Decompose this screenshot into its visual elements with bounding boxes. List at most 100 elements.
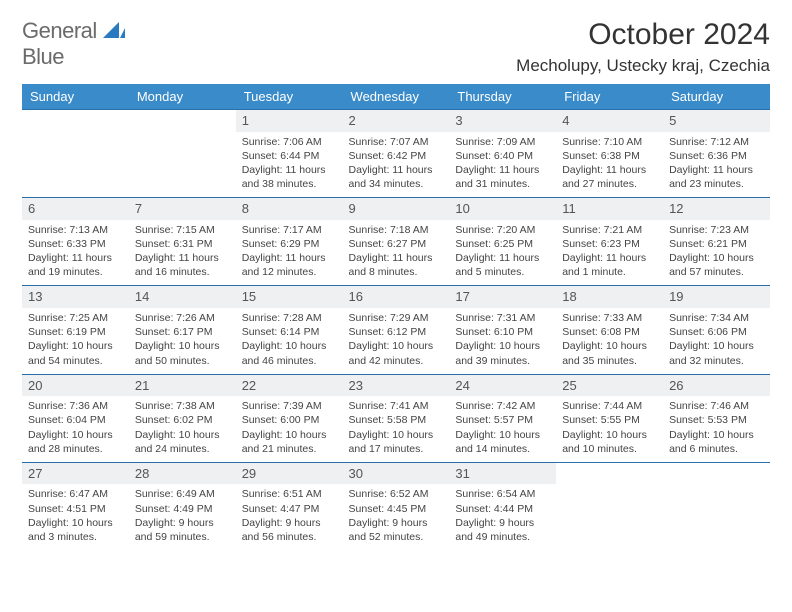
sunrise-text: Sunrise: 7:25 AM: [28, 311, 123, 325]
calendar-day-cell: 11Sunrise: 7:21 AMSunset: 6:23 PMDayligh…: [556, 198, 663, 286]
day-number: 16: [343, 286, 450, 308]
calendar-day-cell: 31Sunrise: 6:54 AMSunset: 4:44 PMDayligh…: [449, 462, 556, 550]
calendar-day-cell: 12Sunrise: 7:23 AMSunset: 6:21 PMDayligh…: [663, 198, 770, 286]
sunrise-text: Sunrise: 7:15 AM: [135, 223, 230, 237]
day-number: 8: [236, 198, 343, 220]
sunrise-text: Sunrise: 7:06 AM: [242, 135, 337, 149]
calendar-day-cell: 2Sunrise: 7:07 AMSunset: 6:42 PMDaylight…: [343, 110, 450, 198]
daylight-text: Daylight: 9 hours and 59 minutes.: [135, 516, 230, 544]
sunrise-text: Sunrise: 7:31 AM: [455, 311, 550, 325]
daylight-text: Daylight: 10 hours and 35 minutes.: [562, 339, 657, 367]
calendar-week-row: ..1Sunrise: 7:06 AMSunset: 6:44 PMDaylig…: [22, 110, 770, 198]
day-number: 20: [22, 375, 129, 397]
weekday-header: Monday: [129, 84, 236, 110]
calendar-day-cell: 26Sunrise: 7:46 AMSunset: 5:53 PMDayligh…: [663, 374, 770, 462]
weekday-header: Thursday: [449, 84, 556, 110]
sunrise-text: Sunrise: 6:49 AM: [135, 487, 230, 501]
day-number: 29: [236, 463, 343, 485]
sunrise-text: Sunrise: 7:46 AM: [669, 399, 764, 413]
weekday-header-row: Sunday Monday Tuesday Wednesday Thursday…: [22, 84, 770, 110]
weekday-header: Saturday: [663, 84, 770, 110]
sunrise-text: Sunrise: 7:36 AM: [28, 399, 123, 413]
sunrise-text: Sunrise: 7:38 AM: [135, 399, 230, 413]
day-number: 12: [663, 198, 770, 220]
sunset-text: Sunset: 5:57 PM: [455, 413, 550, 427]
calendar-day-cell: 3Sunrise: 7:09 AMSunset: 6:40 PMDaylight…: [449, 110, 556, 198]
day-number: 11: [556, 198, 663, 220]
sunset-text: Sunset: 6:44 PM: [242, 149, 337, 163]
sunrise-text: Sunrise: 7:44 AM: [562, 399, 657, 413]
sunset-text: Sunset: 6:25 PM: [455, 237, 550, 251]
calendar-day-cell: 24Sunrise: 7:42 AMSunset: 5:57 PMDayligh…: [449, 374, 556, 462]
sunrise-text: Sunrise: 7:42 AM: [455, 399, 550, 413]
sunrise-text: Sunrise: 7:29 AM: [349, 311, 444, 325]
daylight-text: Daylight: 10 hours and 10 minutes.: [562, 428, 657, 456]
sunrise-text: Sunrise: 7:10 AM: [562, 135, 657, 149]
sunrise-text: Sunrise: 7:41 AM: [349, 399, 444, 413]
day-number: 30: [343, 463, 450, 485]
month-title: October 2024: [516, 18, 770, 52]
sunset-text: Sunset: 5:55 PM: [562, 413, 657, 427]
header: General Blue October 2024 Mecholupy, Ust…: [22, 18, 770, 76]
calendar-day-cell: 19Sunrise: 7:34 AMSunset: 6:06 PMDayligh…: [663, 286, 770, 374]
sunset-text: Sunset: 6:33 PM: [28, 237, 123, 251]
daylight-text: Daylight: 10 hours and 28 minutes.: [28, 428, 123, 456]
logo: General Blue: [22, 18, 125, 70]
calendar-day-cell: 7Sunrise: 7:15 AMSunset: 6:31 PMDaylight…: [129, 198, 236, 286]
daylight-text: Daylight: 9 hours and 56 minutes.: [242, 516, 337, 544]
calendar-day-cell: 27Sunrise: 6:47 AMSunset: 4:51 PMDayligh…: [22, 462, 129, 550]
sunset-text: Sunset: 6:29 PM: [242, 237, 337, 251]
day-number: 15: [236, 286, 343, 308]
daylight-text: Daylight: 10 hours and 57 minutes.: [669, 251, 764, 279]
day-number: 4: [556, 110, 663, 132]
sunrise-text: Sunrise: 7:28 AM: [242, 311, 337, 325]
calendar-day-cell: 16Sunrise: 7:29 AMSunset: 6:12 PMDayligh…: [343, 286, 450, 374]
calendar-day-cell: 30Sunrise: 6:52 AMSunset: 4:45 PMDayligh…: [343, 462, 450, 550]
calendar-day-cell: 20 Sunrise: 7:36 AMSunset: 6:04 PMDayligh…: [22, 374, 129, 462]
sunset-text: Sunset: 6:31 PM: [135, 237, 230, 251]
day-number: 28: [129, 463, 236, 485]
daylight-text: Daylight: 11 hours and 34 minutes.: [349, 163, 444, 191]
daylight-text: Daylight: 11 hours and 8 minutes.: [349, 251, 444, 279]
daylight-text: Daylight: 11 hours and 5 minutes.: [455, 251, 550, 279]
day-number: 21: [129, 375, 236, 397]
daylight-text: Daylight: 11 hours and 1 minute.: [562, 251, 657, 279]
daylight-text: Daylight: 11 hours and 12 minutes.: [242, 251, 337, 279]
sunset-text: Sunset: 6:04 PM: [28, 413, 123, 427]
daylight-text: Daylight: 11 hours and 23 minutes.: [669, 163, 764, 191]
calendar-day-cell: .: [663, 462, 770, 550]
sunset-text: Sunset: 4:45 PM: [349, 502, 444, 516]
sunrise-text: Sunrise: 7:18 AM: [349, 223, 444, 237]
sunset-text: Sunset: 4:49 PM: [135, 502, 230, 516]
day-number: 6: [22, 198, 129, 220]
sunrise-text: Sunrise: 6:54 AM: [455, 487, 550, 501]
logo-text-line1: General: [22, 18, 97, 43]
logo-text-block: General Blue: [22, 18, 125, 70]
sunset-text: Sunset: 4:51 PM: [28, 502, 123, 516]
daylight-text: Daylight: 10 hours and 32 minutes.: [669, 339, 764, 367]
day-number: 5: [663, 110, 770, 132]
calendar-day-cell: 13Sunrise: 7:25 AMSunset: 6:19 PMDayligh…: [22, 286, 129, 374]
day-number: 13: [22, 286, 129, 308]
daylight-text: Daylight: 10 hours and 46 minutes.: [242, 339, 337, 367]
day-number: 24: [449, 375, 556, 397]
calendar-day-cell: 9Sunrise: 7:18 AMSunset: 6:27 PMDaylight…: [343, 198, 450, 286]
calendar-day-cell: 14Sunrise: 7:26 AMSunset: 6:17 PMDayligh…: [129, 286, 236, 374]
calendar-day-cell: .: [556, 462, 663, 550]
daylight-text: Daylight: 11 hours and 38 minutes.: [242, 163, 337, 191]
weekday-header: Sunday: [22, 84, 129, 110]
daylight-text: Daylight: 11 hours and 19 minutes.: [28, 251, 123, 279]
daylight-text: Daylight: 10 hours and 17 minutes.: [349, 428, 444, 456]
daylight-text: Daylight: 11 hours and 31 minutes.: [455, 163, 550, 191]
calendar-day-cell: 25 Sunrise: 7:44 AMSunset: 5:55 PMDayligh…: [556, 374, 663, 462]
sunrise-text: Sunrise: 6:51 AM: [242, 487, 337, 501]
weekday-header: Friday: [556, 84, 663, 110]
location: Mecholupy, Ustecky kraj, Czechia: [516, 56, 770, 76]
calendar-table: Sunday Monday Tuesday Wednesday Thursday…: [22, 84, 770, 550]
daylight-text: Daylight: 10 hours and 50 minutes.: [135, 339, 230, 367]
calendar-week-row: 13Sunrise: 7:25 AMSunset: 6:19 PMDayligh…: [22, 286, 770, 374]
calendar-day-cell: 22Sunrise: 7:39 AMSunset: 6:00 PMDayligh…: [236, 374, 343, 462]
sunset-text: Sunset: 6:12 PM: [349, 325, 444, 339]
sunset-text: Sunset: 6:38 PM: [562, 149, 657, 163]
day-number: 25: [556, 375, 663, 397]
